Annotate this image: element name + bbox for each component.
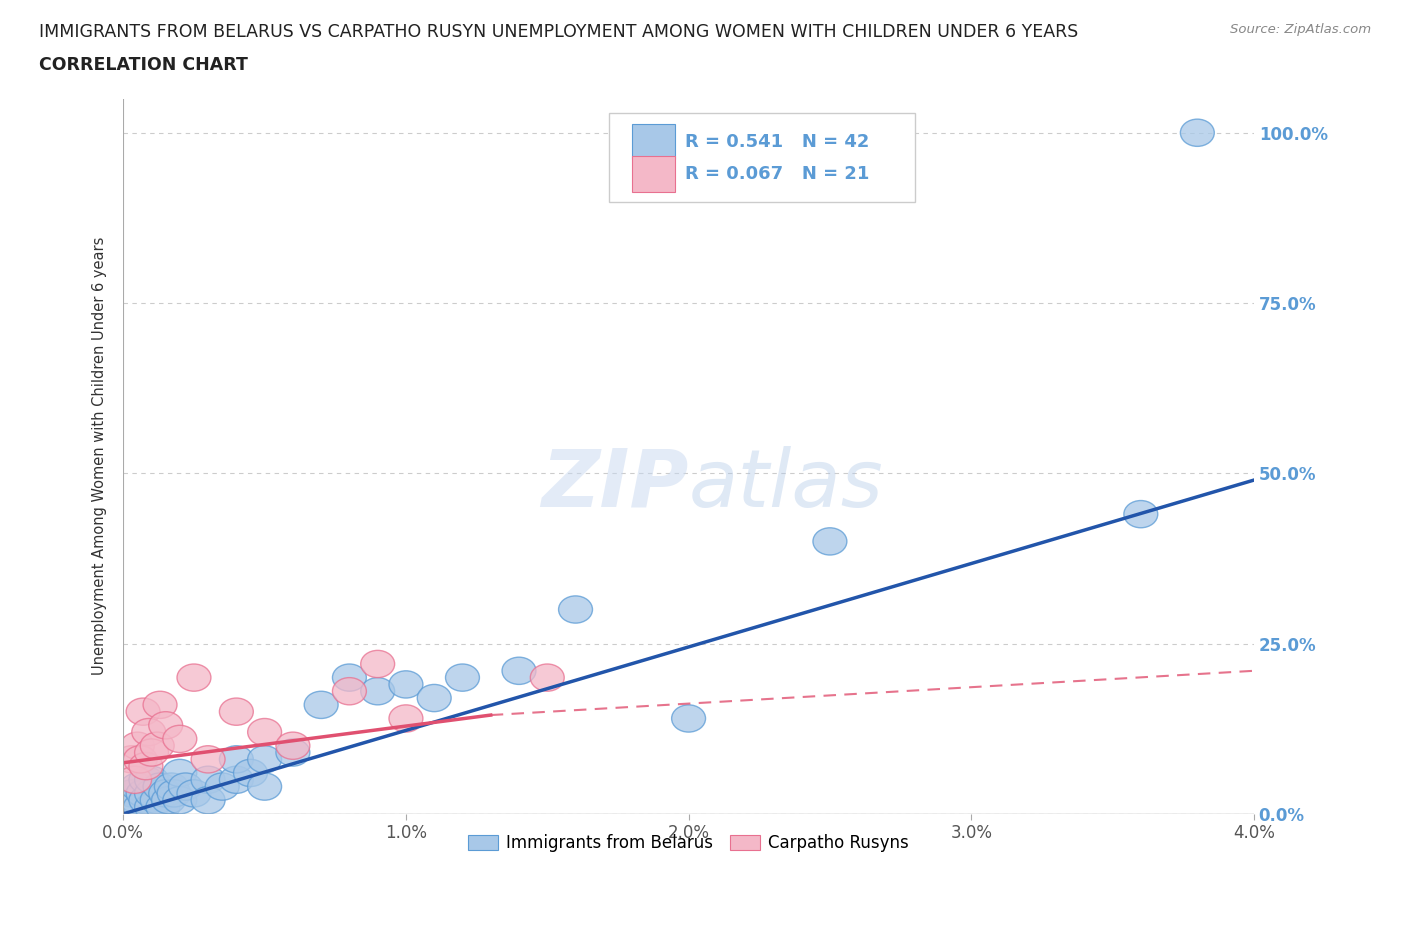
Text: CORRELATION CHART: CORRELATION CHART [39, 56, 249, 73]
Ellipse shape [177, 664, 211, 691]
Ellipse shape [233, 759, 267, 787]
Ellipse shape [219, 746, 253, 773]
Ellipse shape [219, 766, 253, 793]
Text: Source: ZipAtlas.com: Source: ZipAtlas.com [1230, 23, 1371, 36]
Ellipse shape [530, 664, 564, 691]
Ellipse shape [143, 773, 177, 800]
Ellipse shape [304, 691, 337, 719]
Ellipse shape [813, 528, 846, 555]
Text: ZIP: ZIP [541, 445, 689, 524]
Ellipse shape [124, 793, 157, 820]
Ellipse shape [121, 773, 155, 800]
Legend: Immigrants from Belarus, Carpatho Rusyns: Immigrants from Belarus, Carpatho Rusyns [461, 828, 915, 859]
Ellipse shape [141, 787, 174, 814]
Ellipse shape [361, 678, 395, 705]
Ellipse shape [135, 793, 169, 820]
FancyBboxPatch shape [609, 113, 915, 203]
Ellipse shape [389, 671, 423, 698]
Y-axis label: Unemployment Among Women with Children Under 6 years: Unemployment Among Women with Children U… [93, 237, 107, 675]
Ellipse shape [1181, 119, 1215, 146]
Ellipse shape [121, 732, 155, 759]
Ellipse shape [129, 787, 163, 814]
Ellipse shape [141, 732, 174, 759]
Ellipse shape [332, 678, 367, 705]
Ellipse shape [129, 766, 163, 793]
Ellipse shape [418, 684, 451, 711]
Ellipse shape [247, 773, 281, 800]
Ellipse shape [558, 596, 592, 623]
Ellipse shape [135, 766, 169, 793]
Ellipse shape [143, 691, 177, 719]
Ellipse shape [276, 739, 309, 766]
Ellipse shape [163, 759, 197, 787]
Ellipse shape [121, 787, 155, 814]
Ellipse shape [361, 650, 395, 678]
Ellipse shape [127, 779, 160, 807]
Text: R = 0.067   N = 21: R = 0.067 N = 21 [685, 165, 869, 183]
Text: atlas: atlas [689, 445, 883, 524]
Ellipse shape [276, 732, 309, 759]
Ellipse shape [115, 746, 149, 773]
Ellipse shape [149, 711, 183, 739]
Ellipse shape [247, 719, 281, 746]
Ellipse shape [672, 705, 706, 732]
Ellipse shape [135, 779, 169, 807]
Ellipse shape [124, 746, 157, 773]
Ellipse shape [146, 793, 180, 820]
Ellipse shape [129, 752, 163, 779]
Ellipse shape [169, 773, 202, 800]
Ellipse shape [135, 739, 169, 766]
Ellipse shape [155, 773, 188, 800]
Ellipse shape [502, 658, 536, 684]
Ellipse shape [219, 698, 253, 725]
Ellipse shape [152, 787, 186, 814]
Ellipse shape [163, 725, 197, 752]
Ellipse shape [191, 766, 225, 793]
Ellipse shape [163, 787, 197, 814]
Ellipse shape [446, 664, 479, 691]
Ellipse shape [247, 746, 281, 773]
FancyBboxPatch shape [633, 124, 675, 159]
Ellipse shape [191, 746, 225, 773]
Ellipse shape [149, 779, 183, 807]
Ellipse shape [157, 779, 191, 807]
Ellipse shape [118, 766, 152, 793]
Text: R = 0.541   N = 42: R = 0.541 N = 42 [685, 133, 869, 151]
Text: IMMIGRANTS FROM BELARUS VS CARPATHO RUSYN UNEMPLOYMENT AMONG WOMEN WITH CHILDREN: IMMIGRANTS FROM BELARUS VS CARPATHO RUSY… [39, 23, 1078, 41]
Ellipse shape [332, 664, 367, 691]
Ellipse shape [389, 705, 423, 732]
Ellipse shape [205, 773, 239, 800]
Ellipse shape [1123, 500, 1157, 528]
Ellipse shape [191, 787, 225, 814]
Ellipse shape [177, 779, 211, 807]
Ellipse shape [132, 719, 166, 746]
Ellipse shape [115, 779, 149, 807]
FancyBboxPatch shape [633, 156, 675, 192]
Ellipse shape [127, 698, 160, 725]
